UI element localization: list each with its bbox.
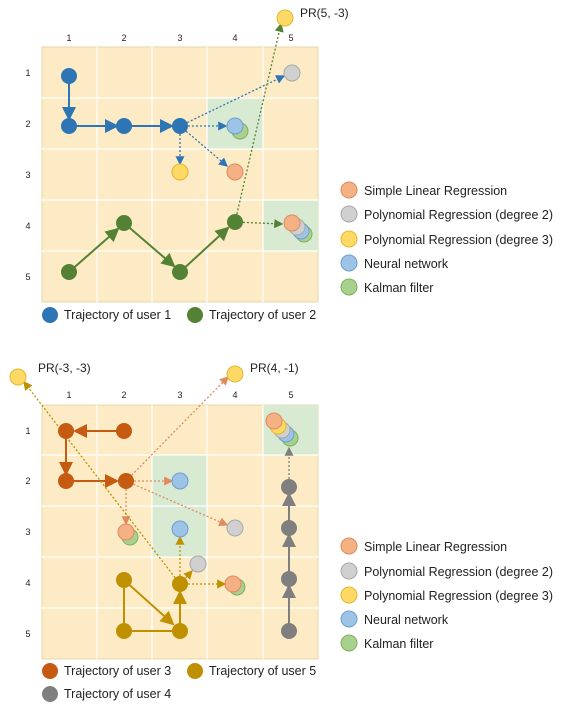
- user4-point: [281, 520, 297, 536]
- user1-point: [172, 118, 188, 134]
- top-grid-lines: [42, 47, 318, 302]
- user5-point: [116, 623, 132, 639]
- legend-neural-marker: [340, 610, 358, 628]
- prediction-linear: [117, 523, 135, 541]
- user1-point: [61, 118, 77, 134]
- legend-user4-label: Trajectory of user 4: [64, 687, 171, 701]
- legend-kalman-marker: [340, 634, 358, 652]
- legend-poly3-marker: [340, 230, 358, 248]
- legend-kalman-label: Kalman filter: [364, 281, 433, 295]
- user5-point: [172, 623, 188, 639]
- user5-prediction-arrows: [23, 380, 227, 589]
- legend-linear-marker: [340, 537, 358, 555]
- prediction-linear: [226, 163, 244, 181]
- bottom-grid-lines: [42, 405, 318, 659]
- legend-poly3-marker: [340, 586, 358, 604]
- user5-point: [116, 572, 132, 588]
- prediction-poly3: [276, 9, 294, 27]
- bottom-row-label-1: 1: [25, 426, 30, 436]
- top-row-label-4: 4: [25, 221, 30, 231]
- legend-poly2-label: Polynomial Regression (degree 2): [364, 565, 553, 579]
- legend-kalman-label: Kalman filter: [364, 637, 433, 651]
- legend-linear-marker: [340, 181, 358, 199]
- user3-point: [58, 473, 74, 489]
- user4-point: [281, 479, 297, 495]
- legend-poly3-label: Polynomial Regression (degree 3): [364, 589, 553, 603]
- user2-point: [61, 264, 77, 280]
- bottom-diagram: 1 2 3 4 5 1 2 3 4 5: [9, 361, 553, 702]
- bottom-col-label-2: 2: [121, 390, 126, 400]
- prediction-linear: [224, 575, 242, 593]
- bottom-pr-annotation-right: PR(4, -1): [250, 361, 299, 375]
- prediction-poly2: [283, 64, 301, 82]
- bottom-row-label-4: 4: [25, 578, 30, 588]
- top-row-label-2: 2: [25, 119, 30, 129]
- legend-kalman-marker: [340, 278, 358, 296]
- top-diagram: 1 2 3 4 5 1 2 3 4 5: [25, 6, 553, 323]
- top-row-label-5: 5: [25, 272, 30, 282]
- user4-point: [281, 623, 297, 639]
- bottom-row-label-3: 3: [25, 527, 30, 537]
- legend-poly2-marker: [340, 205, 358, 223]
- legend-poly2-marker: [340, 562, 358, 580]
- user2-point: [172, 264, 188, 280]
- legend-poly3-label: Polynomial Regression (degree 3): [364, 233, 553, 247]
- user2-prediction-arrows: [234, 22, 284, 229]
- legend-neural-label: Neural network: [364, 257, 449, 271]
- bottom-row-label-5: 5: [25, 629, 30, 639]
- legend-user3-marker: [42, 663, 58, 679]
- user3-point: [116, 423, 132, 439]
- prediction-poly3: [226, 365, 244, 383]
- top-col-label-4: 4: [232, 33, 237, 43]
- legend-neural-marker: [340, 254, 358, 272]
- legend-user3-label: Trajectory of user 3: [64, 664, 171, 678]
- top-col-label-2: 2: [121, 33, 126, 43]
- bottom-col-label-5: 5: [288, 390, 293, 400]
- legend-poly2-label: Polynomial Regression (degree 2): [364, 208, 553, 222]
- bottom-methods-legend: Simple Linear Regression Polynomial Regr…: [340, 537, 553, 652]
- user3-point: [118, 473, 134, 489]
- legend-linear-label: Simple Linear Regression: [364, 540, 507, 554]
- bottom-col-label-4: 4: [232, 390, 237, 400]
- top-col-label-1: 1: [66, 33, 71, 43]
- prediction-linear: [283, 214, 301, 232]
- prediction-poly3: [9, 368, 27, 386]
- legend-linear-label: Simple Linear Regression: [364, 184, 507, 198]
- legend-user1-marker: [42, 307, 58, 323]
- user3-point: [58, 423, 74, 439]
- user2-point: [227, 214, 243, 230]
- top-col-label-3: 3: [177, 33, 182, 43]
- user2-trajectory: [68, 222, 230, 273]
- user4-point: [281, 571, 297, 587]
- bottom-col-label-3: 3: [177, 390, 182, 400]
- user5-point: [172, 576, 188, 592]
- top-methods-legend: Simple Linear Regression Polynomial Regr…: [340, 181, 553, 296]
- top-col-label-5: 5: [288, 33, 293, 43]
- top-pr-annotation: PR(5, -3): [300, 6, 349, 20]
- user2-point: [116, 215, 132, 231]
- bottom-pr-annotation-left: PR(-3, -3): [38, 361, 91, 375]
- user1-point: [61, 68, 77, 84]
- legend-user5-label: Trajectory of user 5: [209, 664, 316, 678]
- prediction-neural: [171, 520, 189, 538]
- prediction-poly2: [189, 555, 207, 573]
- legend-user2-label: Trajectory of user 2: [209, 308, 316, 322]
- legend-neural-label: Neural network: [364, 613, 449, 627]
- user1-point: [116, 118, 132, 134]
- prediction-neural: [171, 472, 189, 490]
- legend-user1-label: Trajectory of user 1: [64, 308, 171, 322]
- prediction-poly2: [226, 519, 244, 537]
- bottom-col-label-1: 1: [66, 390, 71, 400]
- legend-user4-marker: [42, 686, 58, 702]
- top-row-label-1: 1: [25, 68, 30, 78]
- prediction-neural: [226, 117, 244, 135]
- legend-user2-marker: [187, 307, 203, 323]
- top-row-label-3: 3: [25, 170, 30, 180]
- user3-prediction-arrows: [121, 376, 229, 527]
- prediction-poly3: [171, 163, 189, 181]
- prediction-linear: [265, 412, 283, 430]
- legend-user5-marker: [187, 663, 203, 679]
- bottom-row-label-2: 2: [25, 476, 30, 486]
